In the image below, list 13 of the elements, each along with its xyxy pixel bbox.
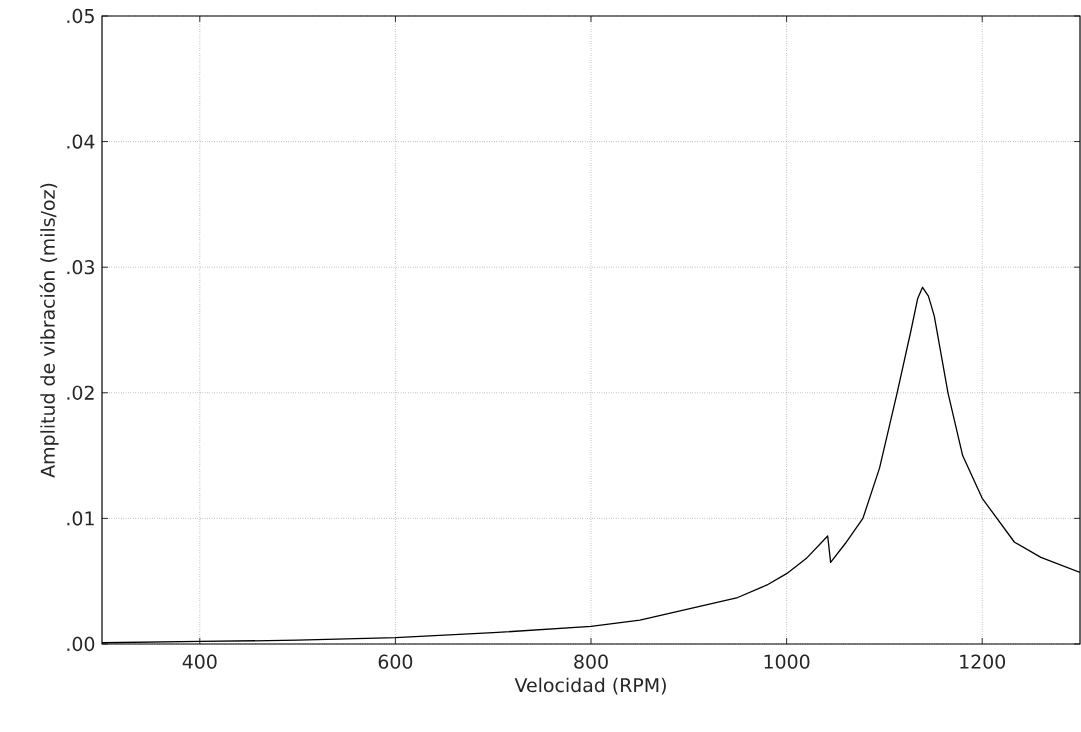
x-tick-label: 800	[574, 654, 608, 669]
y-tick-label: .01	[67, 511, 94, 526]
y-tick-label: .05	[67, 8, 94, 24]
y-tick-label: .02	[67, 385, 94, 400]
y-tick-label: .00	[67, 636, 95, 652]
y-tick-label: .03	[67, 260, 94, 275]
y-axis-title: Amplitud de vibración (mils/oz)	[39, 183, 59, 478]
x-tick-label: 1000	[764, 654, 810, 669]
x-axis-title: Velocidad (RPM)	[514, 677, 666, 695]
x-tick-label: 400	[182, 654, 217, 669]
y-tick-label: .04	[67, 134, 95, 149]
x-tick-label: 600	[378, 654, 413, 669]
x-tick-label: 1200	[960, 654, 1006, 669]
